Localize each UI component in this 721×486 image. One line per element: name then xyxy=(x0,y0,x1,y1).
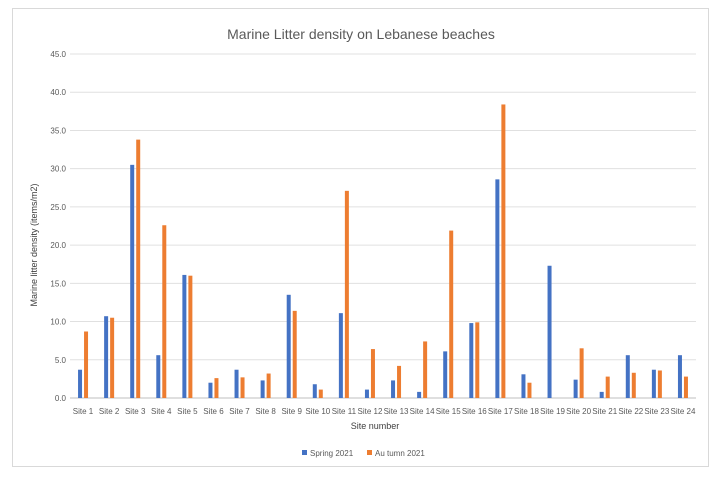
bar-autumn xyxy=(683,376,688,398)
x-tick-label: Site 3 xyxy=(125,407,146,416)
bar-spring xyxy=(625,355,630,398)
chart-title: Marine Litter density on Lebanese beache… xyxy=(227,26,495,42)
gridlines xyxy=(70,53,696,399)
y-tick-label: 0.0 xyxy=(55,394,67,403)
bar-spring xyxy=(208,382,213,398)
bar-autumn xyxy=(475,322,480,398)
bar-spring xyxy=(469,323,474,398)
x-tick-label: Site 16 xyxy=(462,407,487,416)
bar-autumn xyxy=(84,331,89,398)
bar-autumn xyxy=(657,370,662,398)
bar-autumn xyxy=(292,310,297,398)
x-tick-label: Site 20 xyxy=(566,407,591,416)
bar-autumn xyxy=(318,389,323,398)
x-tick-label: Site 17 xyxy=(488,407,513,416)
y-tick-label: 10.0 xyxy=(50,318,66,327)
bar-autumn xyxy=(527,382,532,398)
bar-spring xyxy=(391,380,396,398)
x-tick-label: Site 9 xyxy=(281,407,302,416)
bar-spring xyxy=(104,316,109,398)
x-tick-label: Site 2 xyxy=(99,407,120,416)
x-tick-label: Site 21 xyxy=(592,407,617,416)
x-tick-label: Site 15 xyxy=(436,407,461,416)
y-tick-label: 5.0 xyxy=(55,356,67,365)
x-tick-label: Site 4 xyxy=(151,407,172,416)
y-tick-label: 25.0 xyxy=(50,203,66,212)
bar-autumn xyxy=(370,349,375,398)
bar-autumn xyxy=(214,378,219,398)
y-tick-label: 40.0 xyxy=(50,88,66,97)
x-tick-label: Site 22 xyxy=(618,407,643,416)
bar-spring xyxy=(234,369,239,398)
legend-swatch-autumn xyxy=(367,450,372,455)
bar-spring xyxy=(573,379,578,398)
x-tick-label: Site 1 xyxy=(73,407,94,416)
x-tick-label: Site 5 xyxy=(177,407,198,416)
bar-autumn xyxy=(240,377,245,398)
legend: Spring 2021 Au tumn 2021 xyxy=(302,449,425,458)
bar-spring xyxy=(130,164,135,398)
bar-chart: Marine Litter density on Lebanese beache… xyxy=(29,26,696,458)
y-tick-label: 35.0 xyxy=(50,126,66,135)
y-tick-labels: 0.0 5.0 10.0 15.0 20.0 25.0 30.0 35.0 40.0 45.0 xyxy=(50,50,66,403)
bar-autumn xyxy=(344,190,349,398)
bar-autumn xyxy=(188,275,193,398)
x-tick-label: Site 8 xyxy=(255,407,276,416)
bar-spring xyxy=(599,391,604,398)
y-tick-label: 30.0 xyxy=(50,165,66,174)
bar-spring xyxy=(182,274,187,398)
bar-spring xyxy=(260,380,265,398)
bar-autumn xyxy=(449,230,454,398)
x-tick-label: Site 18 xyxy=(514,407,539,416)
bar-autumn xyxy=(162,225,167,398)
x-tick-label: Site 23 xyxy=(644,407,669,416)
bar-autumn xyxy=(605,376,610,398)
bar-autumn xyxy=(397,365,402,398)
bar-spring xyxy=(547,265,552,398)
y-tick-label: 45.0 xyxy=(50,50,66,59)
bar-spring xyxy=(443,351,448,398)
bar-spring xyxy=(364,389,369,398)
bar-spring xyxy=(78,369,83,398)
bar-autumn xyxy=(501,104,506,398)
bar-spring xyxy=(312,384,317,398)
x-tick-label: Site 19 xyxy=(540,407,565,416)
bar-autumn xyxy=(136,139,141,398)
x-tick-label: Site 11 xyxy=(332,407,357,416)
bar-autumn xyxy=(110,317,115,398)
bar-spring xyxy=(156,355,161,398)
bars xyxy=(78,104,688,398)
bar-spring xyxy=(495,179,500,398)
x-tick-label: Site 24 xyxy=(671,407,696,416)
x-axis-title: Site number xyxy=(351,421,400,431)
y-tick-label: 20.0 xyxy=(50,241,66,250)
bar-autumn xyxy=(631,372,636,398)
bar-autumn xyxy=(423,341,428,398)
legend-swatch-spring xyxy=(302,450,307,455)
y-tick-label: 15.0 xyxy=(50,279,66,288)
x-tick-label: Site 7 xyxy=(229,407,250,416)
y-axis-title: Marine litter density (items/m2) xyxy=(29,183,39,306)
bar-autumn xyxy=(579,348,584,398)
x-tick-label: Site 13 xyxy=(384,407,409,416)
bar-autumn xyxy=(266,373,271,398)
legend-label-spring: Spring 2021 xyxy=(310,449,354,458)
bar-spring xyxy=(651,369,656,398)
x-tick-label: Site 6 xyxy=(203,407,224,416)
chart-frame: Marine Litter density on Lebanese beache… xyxy=(12,8,709,467)
bar-spring xyxy=(521,374,526,398)
bar-spring xyxy=(286,294,291,398)
bar-spring xyxy=(338,313,343,398)
x-tick-label: Site 10 xyxy=(305,407,330,416)
bar-spring xyxy=(417,391,422,398)
x-tick-label: Site 12 xyxy=(358,407,383,416)
legend-label-autumn: Au tumn 2021 xyxy=(375,449,425,458)
x-tick-labels: Site 1 Site 2 Site 3 Site 4 Site 5 Site 6 Site… xyxy=(73,407,696,416)
bar-spring xyxy=(677,355,682,398)
x-tick-label: Site 14 xyxy=(410,407,435,416)
